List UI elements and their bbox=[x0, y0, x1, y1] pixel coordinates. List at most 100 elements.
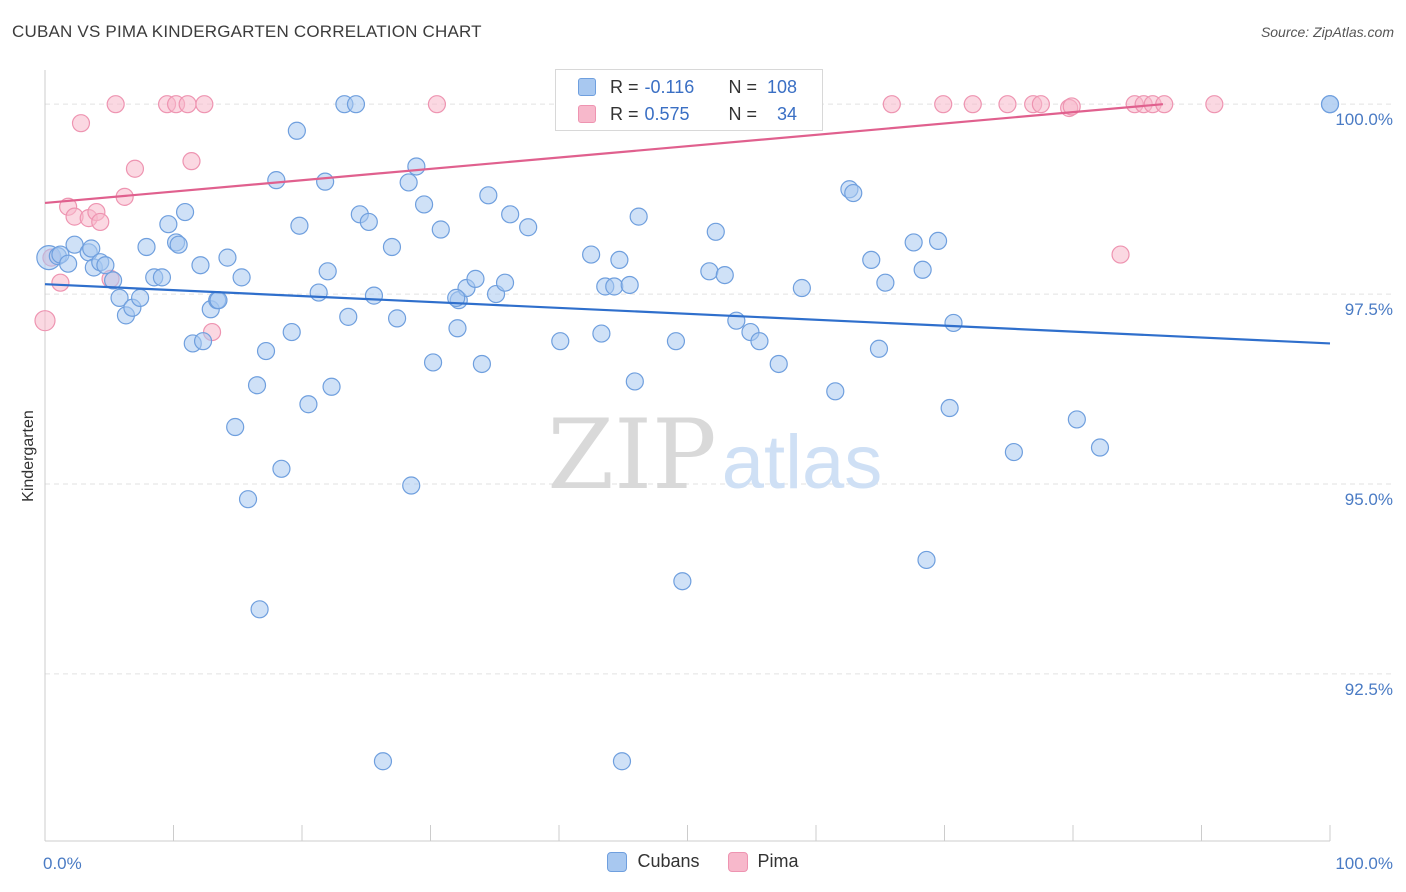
pima-point bbox=[934, 95, 953, 114]
cubans-point bbox=[582, 245, 601, 264]
cubans-point bbox=[247, 376, 267, 395]
cubans-point bbox=[191, 256, 210, 275]
cubans-point bbox=[673, 572, 692, 591]
cubans-point bbox=[769, 354, 788, 374]
cubans-point bbox=[382, 237, 402, 257]
legend-n-label: N = bbox=[728, 76, 758, 97]
cubans-point bbox=[414, 195, 434, 214]
cubans-point bbox=[944, 313, 963, 333]
cubans-legend-label: Cubans bbox=[637, 851, 700, 871]
legend-n-value: 108 bbox=[766, 76, 798, 97]
cubans-point bbox=[913, 260, 932, 279]
cubans-point bbox=[290, 216, 309, 235]
cubans-point bbox=[130, 288, 150, 307]
y-tick-label: 97.5% bbox=[1345, 300, 1393, 319]
cubans-point bbox=[431, 220, 450, 239]
cubans-point bbox=[706, 222, 725, 241]
legend-n-label: N = bbox=[728, 103, 758, 124]
legend-row-cubans: R = -0.116 N = 108 bbox=[578, 74, 797, 100]
cubans-point bbox=[346, 95, 366, 114]
pima-point bbox=[34, 310, 56, 332]
pima-legend-swatch bbox=[727, 851, 748, 872]
cubans-point bbox=[287, 121, 306, 140]
cubans-point bbox=[82, 239, 101, 258]
legend-r-label: R = bbox=[610, 103, 639, 124]
trend-lines bbox=[44, 103, 1331, 345]
cubans-point bbox=[1090, 438, 1110, 457]
pima-point bbox=[998, 95, 1017, 114]
cubans-point bbox=[869, 339, 889, 358]
y-tick-label: 100.0% bbox=[1335, 110, 1393, 129]
pima-swatch bbox=[578, 105, 596, 123]
cubans-point bbox=[209, 291, 228, 310]
cubans-point bbox=[928, 231, 948, 251]
cubans-point bbox=[1067, 410, 1086, 429]
cubans-trend-line bbox=[44, 283, 1331, 345]
cubans-point bbox=[169, 235, 188, 254]
pima-point bbox=[1062, 97, 1081, 116]
pima-point bbox=[91, 212, 110, 232]
cubans-point bbox=[226, 417, 245, 437]
cubans-point bbox=[256, 341, 276, 361]
cubans-point bbox=[238, 490, 258, 509]
chart-source: Source: ZipAtlas.com bbox=[1260, 24, 1394, 40]
cubans-point bbox=[472, 354, 491, 374]
cubans-point bbox=[193, 332, 213, 351]
cubans-point bbox=[551, 332, 570, 351]
cubans-point bbox=[359, 212, 378, 232]
axis-layer bbox=[44, 70, 1331, 842]
cubans-legend-swatch bbox=[607, 851, 628, 872]
legend-item-pima[interactable]: Pima bbox=[727, 851, 799, 872]
cubans-point bbox=[152, 268, 172, 287]
cubans-point bbox=[272, 459, 291, 478]
legend-n-value: 34 bbox=[777, 103, 798, 124]
cubans-point bbox=[750, 332, 769, 351]
pima-point bbox=[125, 159, 145, 178]
pima-point bbox=[51, 273, 70, 292]
pima-point bbox=[427, 95, 447, 114]
cubans-point bbox=[666, 332, 686, 351]
cubans-point bbox=[104, 271, 123, 290]
cubans-point bbox=[407, 157, 426, 176]
x-tick-label: 0.0% bbox=[43, 854, 82, 873]
cubans-point bbox=[1320, 95, 1340, 114]
cubans-point bbox=[137, 237, 156, 257]
cubans-point bbox=[940, 398, 959, 418]
cubans-point bbox=[309, 283, 328, 302]
series-legend: Cubans Pima bbox=[0, 851, 1406, 872]
pima-point bbox=[182, 152, 201, 171]
cubans-swatch bbox=[578, 78, 596, 96]
cubans-point bbox=[466, 269, 485, 288]
cubans-points bbox=[36, 95, 1340, 771]
cubans-point bbox=[917, 550, 936, 570]
cubans-point bbox=[159, 215, 178, 234]
cubans-point bbox=[862, 250, 881, 270]
cubans-point bbox=[629, 207, 648, 226]
cubans-point bbox=[267, 171, 286, 190]
cubans-point bbox=[904, 233, 923, 252]
pima-point bbox=[195, 95, 214, 114]
chart-title: CUBAN VS PIMA KINDERGARTEN CORRELATION C… bbox=[12, 22, 482, 41]
legend-r-value: -0.116 bbox=[644, 76, 695, 97]
pima-trend-line bbox=[44, 103, 1164, 205]
legend-r-label: R = bbox=[610, 76, 639, 97]
cubans-point bbox=[316, 172, 335, 191]
pima-point bbox=[1031, 95, 1050, 114]
cubans-point bbox=[318, 262, 337, 281]
watermark: ZIP atlas bbox=[547, 399, 882, 511]
pima-point bbox=[1205, 95, 1224, 114]
cubans-point bbox=[495, 273, 515, 292]
pima-point bbox=[71, 114, 91, 133]
y-tick-label: 92.5% bbox=[1345, 680, 1393, 699]
x-tick-label: 100.0% bbox=[1335, 854, 1393, 873]
y-axis-label: Kindergarten bbox=[20, 410, 37, 502]
cubans-point bbox=[501, 205, 520, 224]
cubans-point bbox=[322, 377, 341, 396]
cubans-point bbox=[387, 309, 407, 328]
y-tick-label: 95.0% bbox=[1345, 490, 1393, 509]
pima-point bbox=[106, 95, 125, 114]
legend-row-pima: R = 0.575 N = 34 bbox=[578, 101, 797, 127]
legend-item-cubans[interactable]: Cubans bbox=[607, 851, 700, 872]
cubans-point bbox=[399, 173, 418, 192]
